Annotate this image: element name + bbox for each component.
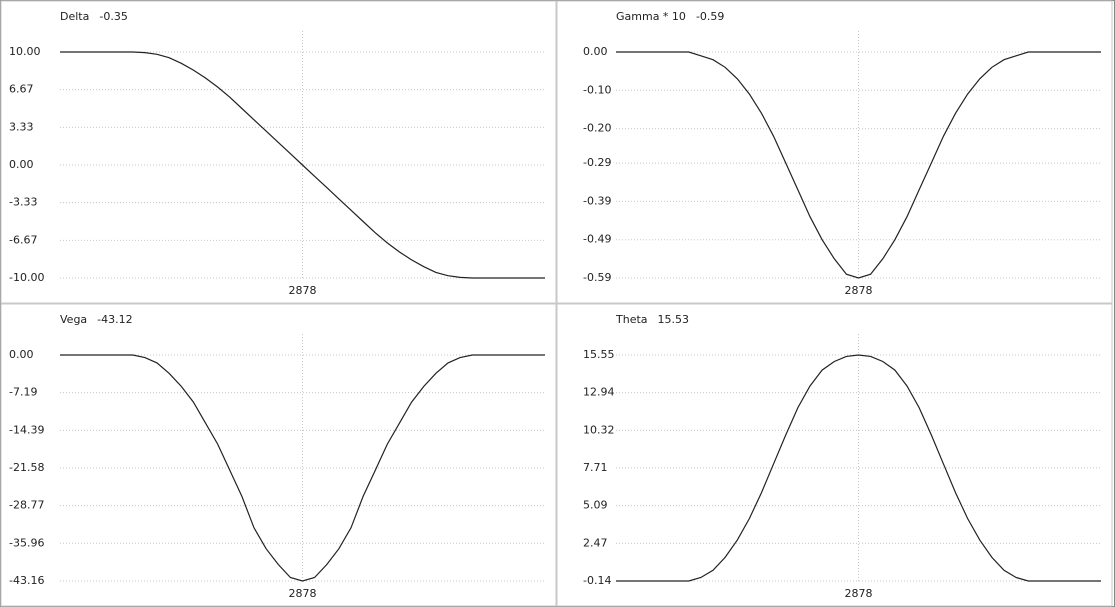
panel bbox=[556, 303, 1113, 607]
x-tick-label: 2878 bbox=[845, 284, 873, 297]
panel-title: Delta -0.35 bbox=[60, 10, 128, 23]
x-tick-label: 2878 bbox=[289, 587, 317, 600]
y-tick-label: -0.49 bbox=[583, 233, 611, 246]
title-name: Theta bbox=[615, 313, 648, 326]
panel-title: Theta 15.53 bbox=[615, 313, 689, 326]
x-tick-label: 2878 bbox=[845, 587, 873, 600]
y-tick-label: 10.00 bbox=[9, 45, 41, 58]
title-value: -0.35 bbox=[99, 10, 127, 23]
title-name: Vega bbox=[60, 313, 87, 326]
y-tick-label: 7.71 bbox=[583, 461, 608, 474]
y-tick-label: -35.96 bbox=[9, 536, 44, 549]
curve bbox=[616, 51, 1101, 279]
curve bbox=[60, 354, 545, 582]
title-name: Delta bbox=[60, 10, 89, 23]
x-tick-label: 2878 bbox=[289, 284, 317, 297]
y-tick-label: -3.33 bbox=[9, 196, 37, 209]
y-tick-label: -7.19 bbox=[9, 386, 37, 399]
title-name: Gamma * 10 bbox=[616, 10, 686, 23]
title-value: -0.59 bbox=[696, 10, 724, 23]
curve bbox=[60, 51, 545, 279]
y-tick-label: -10.00 bbox=[9, 271, 44, 284]
panel bbox=[0, 303, 557, 607]
y-tick-label: 10.32 bbox=[583, 423, 615, 436]
y-tick-label: 0.00 bbox=[9, 158, 34, 171]
y-tick-label: 0.00 bbox=[583, 45, 608, 58]
y-tick-label: 12.94 bbox=[583, 386, 615, 399]
y-tick-label: -0.14 bbox=[583, 574, 611, 587]
y-tick-label: 2.47 bbox=[583, 536, 608, 549]
y-tick-label: -0.39 bbox=[583, 194, 611, 207]
y-tick-label: -28.77 bbox=[9, 499, 44, 512]
y-tick-label: 5.09 bbox=[583, 499, 608, 512]
title-value: -43.12 bbox=[97, 313, 132, 326]
y-tick-label: 3.33 bbox=[9, 120, 34, 133]
y-tick-label: -21.58 bbox=[9, 461, 44, 474]
y-tick-label: -0.59 bbox=[583, 271, 611, 284]
curve bbox=[616, 354, 1101, 582]
panel bbox=[556, 0, 1113, 304]
y-tick-label: 0.00 bbox=[9, 348, 34, 361]
y-tick-label: 15.55 bbox=[583, 348, 615, 361]
panel bbox=[0, 0, 557, 304]
y-tick-label: -0.29 bbox=[583, 156, 611, 169]
y-tick-label: -14.39 bbox=[9, 423, 44, 436]
panel-title: Vega -43.12 bbox=[60, 313, 133, 326]
panel-title: Gamma * 10 -0.59 bbox=[616, 10, 724, 23]
y-tick-label: -0.20 bbox=[583, 122, 611, 135]
y-tick-label: -0.10 bbox=[583, 83, 611, 96]
y-tick-label: -43.16 bbox=[9, 574, 44, 587]
y-tick-label: 6.67 bbox=[9, 83, 34, 96]
title-value: 15.53 bbox=[658, 313, 690, 326]
y-tick-label: -6.67 bbox=[9, 233, 37, 246]
